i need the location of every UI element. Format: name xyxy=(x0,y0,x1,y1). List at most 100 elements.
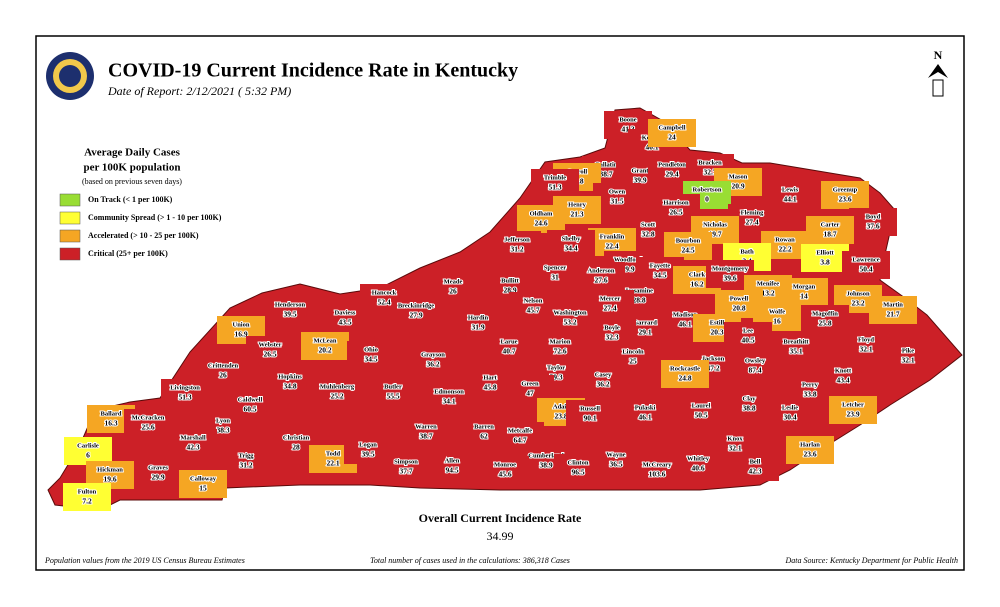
county-patch xyxy=(369,378,417,406)
county-name: Woodford xyxy=(614,256,643,263)
county-patch xyxy=(579,366,627,394)
county-name: Jackson xyxy=(702,355,725,362)
county-value: 0 xyxy=(705,195,709,204)
county-name: Clinton xyxy=(568,459,589,466)
county-name: Nicholas xyxy=(703,221,727,228)
county-value: 20.2 xyxy=(318,346,331,355)
county-value: 26.5 xyxy=(669,208,682,217)
county-patch xyxy=(801,305,849,333)
county-value: 23.9 xyxy=(846,410,859,419)
county-value: 47.2 xyxy=(706,364,719,373)
county-name: Shelby xyxy=(562,235,582,242)
county-patch xyxy=(63,483,111,511)
county-value: 55.5 xyxy=(386,392,399,401)
county-value: 46.1 xyxy=(678,320,691,329)
county-name: Barren xyxy=(474,423,494,430)
county-value: 25.8 xyxy=(818,319,831,328)
county-name: Elliott xyxy=(816,249,834,256)
county-value: 20.9 xyxy=(731,182,744,191)
county-value: 43.5 xyxy=(338,318,351,327)
county-patch xyxy=(134,459,182,487)
county-patch xyxy=(313,378,361,406)
county-name: Campbell xyxy=(658,124,685,131)
county-value: 96.5 xyxy=(571,468,584,477)
county-name: Grant xyxy=(632,167,650,174)
county-value: 103.6 xyxy=(649,470,666,479)
counties: Boone41.3Kenton40.1Campbell24Gallatin38.… xyxy=(63,111,932,511)
county-name: Boyle xyxy=(604,324,620,331)
county-value: 29.1 xyxy=(638,328,651,337)
county-name: Montgomery xyxy=(712,265,749,272)
county-value: 31.2 xyxy=(510,245,523,254)
county-value: 16.9 xyxy=(234,330,247,339)
county-name: Metcalfe xyxy=(508,427,532,434)
county-name: Graves xyxy=(148,464,168,471)
county-value: 24 xyxy=(668,133,676,142)
county-name: Lawrence xyxy=(852,256,879,263)
county-patch xyxy=(169,429,217,457)
county-name: Knox xyxy=(727,435,743,442)
county-name: Laurel xyxy=(692,402,711,409)
county-name: Breckinridge xyxy=(398,302,434,309)
county-name: Washington xyxy=(553,309,587,316)
county-value: 45.6 xyxy=(498,470,511,479)
county-name: McCracken xyxy=(132,414,165,421)
county-patch xyxy=(731,352,779,380)
county-value: 16.2 xyxy=(690,280,703,289)
county-name: Fleming xyxy=(741,209,764,216)
north-arrow: N xyxy=(928,48,948,97)
county-name: Carlisle xyxy=(77,442,99,449)
county-value: 42.3 xyxy=(186,443,199,452)
county-value: 23.6 xyxy=(838,195,851,204)
county-name: Caldwell xyxy=(238,396,263,403)
county-value: 23.2 xyxy=(851,299,864,308)
county-name: Bullitt xyxy=(501,277,520,284)
county-name: Bell xyxy=(750,458,761,465)
county-value: 59.3 xyxy=(549,373,562,382)
county-name: Webster xyxy=(258,341,281,348)
county-patch xyxy=(661,360,709,388)
county-value: 42.3 xyxy=(748,467,761,476)
county-name: Whitley xyxy=(687,455,710,462)
county-name: Wayne xyxy=(606,451,625,458)
legend-label: On Track (< 1 per 100K) xyxy=(88,195,173,204)
county-name: Wolfe xyxy=(769,308,785,315)
county-patch xyxy=(677,397,725,425)
seal xyxy=(46,52,94,100)
county-name: Edmonson xyxy=(434,388,464,395)
county-patch xyxy=(648,119,696,147)
county-value: 52.4 xyxy=(377,298,390,307)
county-name: Monroe xyxy=(494,461,516,468)
county-name: Hickman xyxy=(97,466,123,473)
county-value: 51.3 xyxy=(178,393,191,402)
county-value: 40.5 xyxy=(741,336,754,345)
county-name: Boone xyxy=(619,116,636,123)
county-value: 22.1 xyxy=(326,459,339,468)
county-value: 32.3 xyxy=(605,333,618,342)
county-value: 43.4 xyxy=(836,376,849,385)
county-patch xyxy=(786,436,834,464)
county-value: 25.2 xyxy=(330,392,343,401)
county-value: 25 xyxy=(629,357,637,366)
north-label: N xyxy=(934,48,943,62)
county-value: 6 xyxy=(86,451,90,460)
county-name: Owsley xyxy=(745,357,766,364)
county-value: 38.7 xyxy=(599,170,612,179)
county-value: 33.8 xyxy=(803,390,816,399)
county-value: 36.2 xyxy=(426,360,439,369)
county-patch xyxy=(884,342,932,370)
county-name: Bath xyxy=(740,248,754,255)
county-value: 37.7 xyxy=(399,467,412,476)
county-value: 39.9 xyxy=(633,176,646,185)
county-value: 40.1 xyxy=(645,143,658,152)
county-name: Calloway xyxy=(190,475,217,482)
county-value: 23.8 xyxy=(554,412,567,421)
county-name: Garrard xyxy=(633,319,657,326)
county-value: 20.3 xyxy=(710,328,723,337)
county-value: 29.4 xyxy=(665,170,678,179)
county-name: Butler xyxy=(384,383,402,390)
county-value: 34.4 xyxy=(564,244,577,253)
county-name: Lyon xyxy=(216,417,230,424)
county-name: Simpson xyxy=(394,458,418,465)
